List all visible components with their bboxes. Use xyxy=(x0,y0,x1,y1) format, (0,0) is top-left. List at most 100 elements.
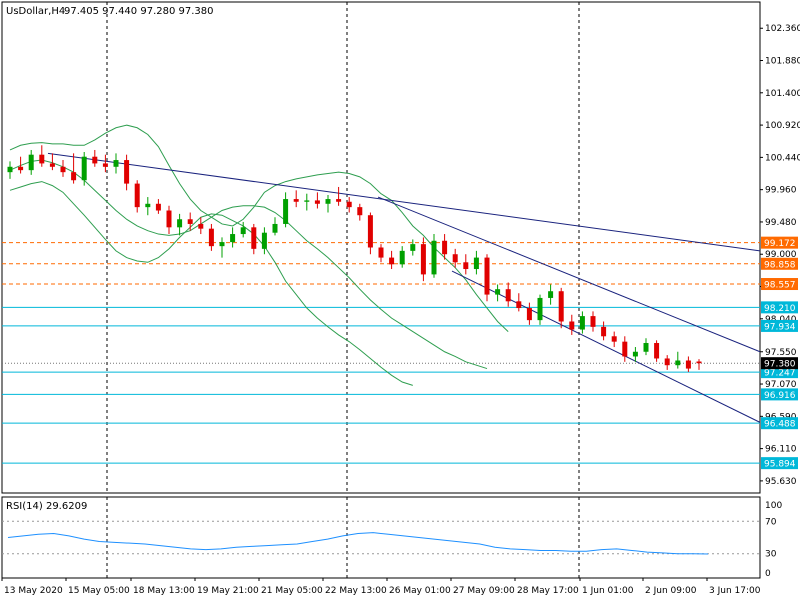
level-label-box xyxy=(761,388,798,401)
candle-body xyxy=(124,160,130,184)
trend-line-1 xyxy=(377,196,761,353)
price-level-labels: 99.172 98.858 98.557 98.210 97.934 97.247 96.9… xyxy=(761,236,798,470)
rsi-indicator: 100 70 30 0 xyxy=(2,501,782,579)
current-price-box xyxy=(761,357,798,370)
trend-line-2 xyxy=(451,270,761,423)
level-label: 95.894 xyxy=(764,460,796,470)
candle-body xyxy=(314,200,320,204)
trend-lines xyxy=(47,152,761,423)
candle-body xyxy=(39,154,45,164)
level-label-box xyxy=(761,257,798,270)
y-tick-label: 97.550 xyxy=(765,348,797,358)
candle-body xyxy=(81,156,87,181)
candle-body xyxy=(516,301,522,309)
x-tick-label: 27 May 09:00 xyxy=(453,586,515,596)
current-price-label: 97.380 xyxy=(764,360,796,370)
candle-body xyxy=(283,199,289,224)
rsi-line xyxy=(7,532,709,555)
bollinger-bands xyxy=(9,124,509,386)
candle-body xyxy=(187,219,193,224)
candle-body xyxy=(622,341,628,357)
candle-body xyxy=(230,234,236,243)
candle-body xyxy=(60,166,66,173)
x-tick-label: 13 May 2020 xyxy=(4,586,63,596)
candle-body xyxy=(346,201,352,208)
candle-body xyxy=(420,244,426,275)
candle-body xyxy=(49,163,55,167)
candle-body xyxy=(505,289,511,302)
candle-body xyxy=(102,163,108,167)
candle-body xyxy=(113,160,119,167)
candle-body xyxy=(558,291,564,322)
candle-body xyxy=(304,200,310,202)
level-label-box xyxy=(761,457,798,470)
candle-body xyxy=(357,207,363,216)
rsi-tick-label: 0 xyxy=(765,569,771,579)
candle-body xyxy=(7,166,13,173)
candle-body xyxy=(675,360,681,366)
rsi-plot-border xyxy=(1,496,761,579)
x-tick-label: 2 Jun 09:00 xyxy=(645,586,697,596)
candle-body xyxy=(410,244,416,251)
y-tick-label: 102.360 xyxy=(765,24,800,34)
x-tick-label: 15 May 05:00 xyxy=(68,586,130,596)
level-label-box xyxy=(761,236,798,249)
trend-line-0 xyxy=(47,152,761,252)
rsi-tick-label: 100 xyxy=(765,501,782,511)
candle-body xyxy=(389,257,395,265)
candle-body xyxy=(208,228,214,247)
candle-body xyxy=(219,242,225,247)
y-tick-label: 99.480 xyxy=(765,218,797,228)
y-tick-label: 98.040 xyxy=(765,315,797,325)
y-tick-label: 100.920 xyxy=(765,121,800,131)
y-tick-label: 97.070 xyxy=(765,380,797,390)
y-tick-label: 101.880 xyxy=(765,57,800,67)
candle-body xyxy=(92,156,98,164)
level-label: 98.858 xyxy=(764,260,796,270)
candle-body xyxy=(537,297,543,321)
candlesticks xyxy=(7,145,702,372)
candle-body xyxy=(548,291,554,298)
y-tick-label: 99.960 xyxy=(765,186,797,196)
bollinger-middle-band xyxy=(9,159,488,370)
ohlc-readout: 97.405 97.440 97.280 97.380 xyxy=(64,6,214,17)
candle-body xyxy=(696,361,702,364)
x-tick-label: 22 May 13:00 xyxy=(325,586,387,596)
candle-body xyxy=(272,223,278,233)
rsi-tick-label: 30 xyxy=(765,550,777,560)
bollinger-lower-band xyxy=(9,181,413,386)
candle-body xyxy=(601,326,607,337)
x-tick-label: 3 Jun 17:00 xyxy=(709,586,761,596)
candle-body xyxy=(484,257,490,295)
chart-title: UsDollar,H4 xyxy=(6,6,65,17)
level-label: 97.247 xyxy=(764,369,796,379)
y-tick-label: 95.630 xyxy=(765,477,797,487)
x-tick-label: 28 May 17:00 xyxy=(517,586,579,596)
candle-body xyxy=(261,232,267,249)
level-label: 99.172 xyxy=(764,239,796,249)
y-tick-label: 100.440 xyxy=(765,153,800,163)
candle-body xyxy=(664,358,670,366)
level-label: 98.557 xyxy=(764,281,796,291)
candle-body xyxy=(367,215,373,248)
candle-body xyxy=(240,227,246,235)
candle-body xyxy=(134,183,140,208)
x-tick-label: 26 May 01:00 xyxy=(389,586,451,596)
level-label-box xyxy=(761,278,798,291)
y-tick-label: 99.000 xyxy=(765,250,797,260)
level-label-box xyxy=(761,319,798,332)
y-tick-label: 101.400 xyxy=(765,89,800,99)
candle-body xyxy=(325,199,331,204)
candle-body xyxy=(473,257,479,270)
candle-body xyxy=(155,203,161,211)
candle-body xyxy=(632,351,638,357)
main-plot-border xyxy=(1,1,761,494)
candle-body xyxy=(685,360,691,369)
level-label-box xyxy=(761,417,798,430)
candle-body xyxy=(579,316,585,330)
level-label: 97.934 xyxy=(764,322,796,332)
rsi-tick-label: 70 xyxy=(765,517,777,527)
x-tick-label: 18 May 13:00 xyxy=(133,586,195,596)
candle-body xyxy=(463,262,469,270)
